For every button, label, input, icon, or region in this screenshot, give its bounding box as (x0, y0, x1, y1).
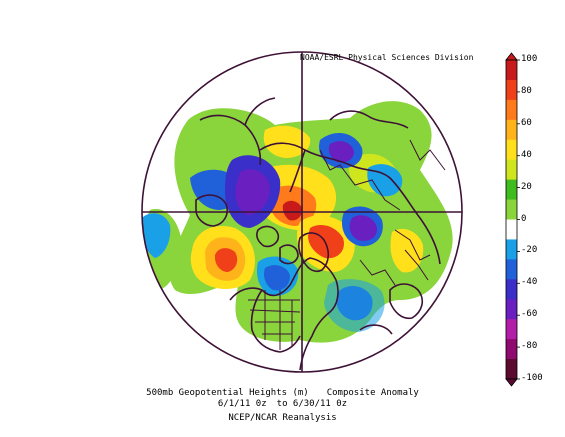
anomaly-cyan-atlantic (324, 279, 385, 332)
colorbar-segment (506, 219, 517, 240)
border-lines-america (248, 290, 301, 350)
colorbar-tick-label: 80 (521, 85, 532, 96)
anomaly-red-arctic (282, 200, 303, 221)
colorbar-tick-label: -40 (521, 277, 538, 288)
colorbar-segment (506, 99, 517, 121)
colorbar-segment (506, 179, 517, 201)
border-lines-europe (359, 249, 429, 286)
anomaly-yellow-northeast (263, 125, 311, 158)
colorbar-tick-label: 0 (521, 213, 527, 224)
colorbar-tick-label: -100 (521, 373, 543, 383)
caption-date-start: 6/1/11 0z (217, 399, 267, 409)
colorbar-segment (506, 139, 517, 161)
colorbar-tick-label: 100 (521, 54, 538, 64)
colorbar-segment (506, 119, 517, 141)
colorbar-segment (506, 159, 517, 181)
caption-date-end: to 6/30/11 0z (276, 399, 348, 409)
colorbar-segment (506, 359, 517, 380)
caption-line-1: 500mb Geopotential Heights (m) Composite … (0, 388, 565, 399)
anomaly-violet-north (328, 141, 354, 163)
colorbar-arrow-top (505, 52, 518, 61)
colorbar-tick-label: 20 (521, 181, 532, 192)
map-border (141, 51, 463, 373)
anomaly-purple-siberia (349, 215, 378, 241)
credit-text: NOAA/ESRL Physical Sciences Division (300, 53, 474, 62)
colorbar-tick-label: -80 (521, 341, 538, 352)
colorbar-tick-label: -60 (521, 309, 538, 320)
anomaly-violet-northwest (235, 169, 270, 215)
caption-line-2: 6/1/11 0z to 6/30/11 0z (0, 399, 565, 410)
caption-variable: 500mb Geopotential Heights (m) (146, 388, 309, 398)
coast-alaska (195, 194, 229, 227)
anomaly-blue-canada (263, 265, 290, 291)
colorbar-segment (506, 239, 517, 260)
caption-line-3: NCEP/NCAR Reanalysis (0, 413, 565, 424)
colorbar-segment (506, 199, 517, 220)
colorbar-arrow-bottom (505, 378, 518, 387)
colorbar-segment (506, 60, 517, 81)
anomaly-cyan-west (142, 213, 171, 258)
colorbar-segment (506, 339, 517, 360)
colorbar-tick-label: 40 (521, 149, 532, 160)
caption-source: NCEP/NCAR Reanalysis (228, 413, 337, 423)
colorbar-tick-label: 60 (521, 117, 532, 128)
colorbar-segment (506, 279, 517, 300)
anomaly-red-pacific (214, 248, 238, 272)
caption-anomaly-type: Composite Anomaly (326, 388, 419, 398)
coast-europe (359, 283, 424, 335)
colorbar-segment (506, 319, 517, 340)
border-lines-asia (319, 139, 446, 261)
colorbar-tick-label: -20 (521, 245, 538, 256)
colorbar-segment (506, 299, 517, 320)
coast-asia-east (199, 97, 276, 166)
country-borders (248, 139, 446, 350)
coast-greenland (297, 232, 330, 273)
coast-arctic-islands (256, 225, 299, 265)
colorbar (505, 52, 520, 387)
colorbar-segment (506, 259, 517, 280)
colorbar-segment (506, 79, 517, 101)
